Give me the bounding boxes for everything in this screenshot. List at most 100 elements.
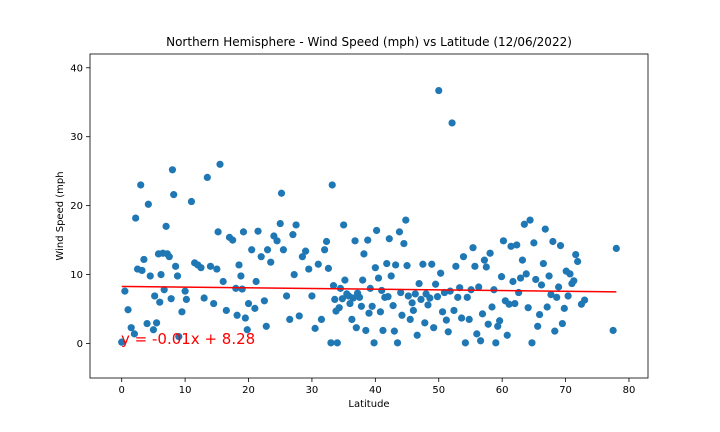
data-point xyxy=(170,191,178,199)
data-point xyxy=(124,306,132,314)
data-point xyxy=(138,266,146,275)
data-point xyxy=(257,253,265,261)
data-point xyxy=(200,294,208,302)
data-point xyxy=(478,310,487,318)
data-point xyxy=(543,303,551,311)
y-tick-label: 20 xyxy=(70,201,83,212)
data-point xyxy=(507,242,515,250)
data-point xyxy=(392,261,400,269)
data-point xyxy=(238,285,246,293)
data-point xyxy=(346,299,354,308)
data-point xyxy=(537,281,546,289)
data-point xyxy=(522,270,530,278)
x-tick-label: 70 xyxy=(559,385,572,396)
data-point xyxy=(182,295,190,304)
data-point xyxy=(516,274,525,282)
data-point xyxy=(408,299,416,307)
data-point xyxy=(338,295,346,303)
data-point xyxy=(402,216,410,224)
data-point xyxy=(341,276,349,284)
data-point xyxy=(197,264,205,272)
data-point xyxy=(379,326,387,335)
data-point xyxy=(406,315,414,323)
data-point xyxy=(168,166,177,174)
data-point xyxy=(390,327,398,335)
x-tick-label: 30 xyxy=(306,385,319,396)
data-point xyxy=(473,330,481,338)
data-point xyxy=(279,246,287,254)
data-point xyxy=(314,260,322,268)
data-point xyxy=(560,304,568,312)
data-point xyxy=(286,315,294,323)
data-point xyxy=(437,269,445,277)
data-point xyxy=(480,256,488,264)
data-point xyxy=(397,288,405,297)
data-point xyxy=(556,242,565,250)
y-tick-label: 30 xyxy=(70,132,83,143)
data-point xyxy=(210,299,218,308)
data-point xyxy=(421,319,429,327)
y-tick-label: 10 xyxy=(70,270,83,281)
data-point xyxy=(415,279,423,288)
data-point xyxy=(187,197,196,206)
data-point xyxy=(366,284,374,292)
data-point xyxy=(539,259,547,268)
x-tick-label: 60 xyxy=(496,385,509,396)
data-point xyxy=(426,294,434,302)
data-point xyxy=(413,331,421,339)
data-point xyxy=(273,237,281,245)
data-point xyxy=(503,331,511,339)
data-point xyxy=(127,324,135,332)
data-point xyxy=(144,200,152,208)
data-point xyxy=(459,253,468,261)
data-point xyxy=(254,227,262,235)
data-point xyxy=(371,264,379,272)
data-point xyxy=(219,277,227,286)
data-point xyxy=(376,308,385,316)
data-point xyxy=(282,292,291,300)
data-point xyxy=(248,246,256,254)
data-point xyxy=(140,255,148,264)
data-point xyxy=(518,256,527,264)
data-point xyxy=(295,312,303,320)
data-point xyxy=(351,237,359,245)
data-point xyxy=(488,303,496,311)
data-point xyxy=(398,311,406,319)
data-point xyxy=(329,282,338,290)
data-point xyxy=(433,293,442,301)
data-point xyxy=(301,247,310,255)
data-point xyxy=(213,265,221,273)
data-point xyxy=(409,306,417,315)
data-point xyxy=(534,322,542,330)
data-point xyxy=(509,277,517,286)
data-point xyxy=(348,315,356,323)
data-point xyxy=(486,249,494,257)
data-point xyxy=(475,283,483,291)
data-point xyxy=(149,326,158,334)
axes-frame xyxy=(89,53,649,379)
data-point xyxy=(290,271,298,279)
data-point xyxy=(317,315,326,323)
data-point xyxy=(558,319,567,328)
data-point xyxy=(374,274,383,282)
data-point xyxy=(241,314,249,322)
data-point xyxy=(505,300,513,308)
data-point xyxy=(327,339,335,347)
data-point xyxy=(333,339,341,347)
x-tick-label: 50 xyxy=(432,385,445,396)
x-tick-label: 40 xyxy=(369,385,382,396)
data-point xyxy=(444,328,452,336)
data-point xyxy=(203,173,211,181)
x-tick-label: 10 xyxy=(179,385,192,396)
data-point xyxy=(532,275,540,284)
data-point xyxy=(360,250,368,258)
data-point xyxy=(424,301,432,309)
data-point xyxy=(393,339,402,347)
data-point xyxy=(222,306,230,315)
data-point xyxy=(229,236,237,244)
data-point xyxy=(137,181,145,189)
data-point xyxy=(121,287,129,295)
data-point xyxy=(551,327,559,335)
data-point xyxy=(549,237,557,246)
